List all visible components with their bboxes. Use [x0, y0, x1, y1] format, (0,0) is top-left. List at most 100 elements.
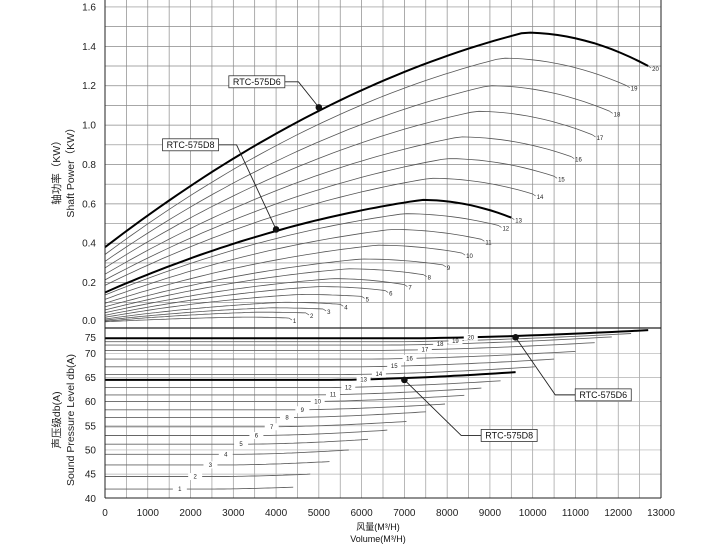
sound-curve-16	[105, 350, 576, 360]
power-curve-7	[104, 278, 405, 314]
annotation-label: RTC-575D8	[485, 431, 533, 441]
sound-curve-label: 5	[239, 442, 243, 448]
xtick-label: 0	[102, 508, 108, 519]
power-ytick-label: 1.4	[82, 42, 96, 53]
power-ytick-label: 0.6	[82, 199, 96, 210]
xtick-label: 2000	[179, 508, 202, 519]
sound-curve-7	[105, 420, 407, 428]
xtick-label: 11000	[562, 508, 590, 519]
power-curve-label: 11	[485, 240, 492, 246]
sound-curve-label: 19	[452, 339, 459, 345]
sound-curve-14	[105, 366, 535, 376]
sound-curve-1	[105, 486, 294, 490]
sound-curve-10	[105, 394, 465, 403]
sound-curve-label: 15	[391, 364, 398, 370]
power-curve-14	[104, 177, 533, 286]
annotation-label: RTC-575D6	[233, 77, 281, 87]
sound-label-gap	[448, 337, 463, 345]
sound-ytick-label: 45	[85, 470, 97, 481]
power-curve-label-tick	[423, 274, 427, 277]
sound-label-gap	[310, 397, 325, 405]
power-curve-label-tick	[404, 284, 408, 287]
sound-curve-17	[105, 342, 595, 351]
power-curve-label-tick	[481, 239, 485, 242]
sound-ytick-label: 50	[85, 445, 97, 456]
power-curve-9	[104, 258, 443, 308]
sound-label-gap	[172, 485, 187, 493]
annotation-label: RTC-575D6	[579, 390, 627, 400]
xtick-label: 9000	[479, 508, 502, 519]
sound-ytick-label: 70	[85, 349, 97, 360]
sound-curve-label: 10	[314, 399, 321, 405]
power-curve-label-tick	[626, 85, 630, 88]
sound-label-gap	[356, 375, 371, 383]
annotation-marker	[401, 376, 408, 384]
sound-curve-label: 4	[224, 452, 228, 458]
power-curve-label-tick	[571, 156, 575, 159]
sound-label-gap	[264, 423, 279, 431]
sound-curve-label: 7	[270, 425, 274, 431]
power-curve-label-tick	[384, 290, 389, 293]
sound-curve-label: 18	[437, 342, 444, 348]
power-curve-label: 14	[537, 195, 544, 201]
sound-label-gap	[234, 440, 249, 448]
power-curve-label-tick	[532, 193, 536, 197]
power-curve-label: 9	[447, 266, 451, 272]
power-curve-19	[104, 57, 627, 255]
power-curve-label-tick	[322, 308, 327, 312]
sound-curve-8	[105, 411, 426, 419]
power-curve-label: 5	[366, 297, 370, 303]
power-ytick-label: 1.0	[82, 121, 96, 132]
power-curve-10	[104, 244, 463, 304]
power-ytick-label: 0.4	[82, 239, 96, 250]
power-curve-17	[104, 110, 593, 269]
power-curve-label-tick	[498, 225, 502, 228]
sound-label-gap	[433, 340, 448, 348]
power-curve-label-tick	[340, 304, 344, 307]
sound-curve-label: 17	[421, 348, 428, 354]
sound-ytick-label: 65	[85, 373, 97, 384]
power-curve-5	[104, 293, 362, 318]
power-curve-label-tick	[609, 111, 613, 114]
power-curve-label: 12	[502, 227, 509, 233]
power-curve-label-tick	[305, 312, 310, 316]
power-curve-13	[104, 198, 512, 294]
power-ylabel-cn: 轴功率（KW）	[50, 135, 63, 204]
curves: 1234567891011121314151617181920123456789…	[104, 31, 660, 493]
power-curve-12	[104, 213, 499, 296]
sound-curve-label: 16	[406, 356, 413, 362]
power-curve-label-tick	[442, 264, 447, 268]
xtick-label: 7000	[393, 508, 416, 519]
sound-label-gap	[417, 346, 432, 354]
power-curve-label: 20	[652, 67, 659, 73]
power-curve-label: 19	[631, 87, 638, 93]
xtick-label: 4000	[265, 508, 288, 519]
sound-curve-label: 3	[209, 463, 213, 469]
power-curve-1	[104, 316, 289, 323]
sound-label-gap	[387, 362, 402, 370]
sound-curve-12	[105, 380, 501, 389]
power-curve-label-tick	[511, 217, 515, 220]
power-curve-2	[104, 311, 307, 322]
xtick-label: 13000	[647, 508, 675, 519]
power-curve-label: 10	[466, 254, 473, 260]
annotation-leader-line	[218, 144, 277, 230]
xtick-label: 10000	[519, 508, 547, 519]
xtick-label: 6000	[350, 508, 373, 519]
annotation-marker	[315, 104, 323, 111]
power-curve-label: 1	[293, 319, 297, 325]
sound-label-gap	[188, 473, 203, 481]
power-curve-label: 7	[408, 286, 412, 292]
sound-curve-label: 1	[178, 487, 182, 493]
xlabel-cn: 风量(M³/H)	[356, 522, 400, 532]
power-curve-18	[104, 85, 610, 262]
power-curve-label-tick	[648, 65, 652, 69]
annotation-box	[162, 138, 219, 152]
power-curve-label: 15	[558, 177, 565, 183]
power-curve-label: 16	[575, 158, 582, 164]
sound-curve-9	[105, 403, 446, 411]
power-curve-label-tick	[553, 176, 558, 179]
sound-ytick-label: 60	[85, 397, 97, 408]
power-ytick-label: 1.2	[82, 81, 96, 92]
sound-curve-label: 12	[345, 385, 352, 391]
